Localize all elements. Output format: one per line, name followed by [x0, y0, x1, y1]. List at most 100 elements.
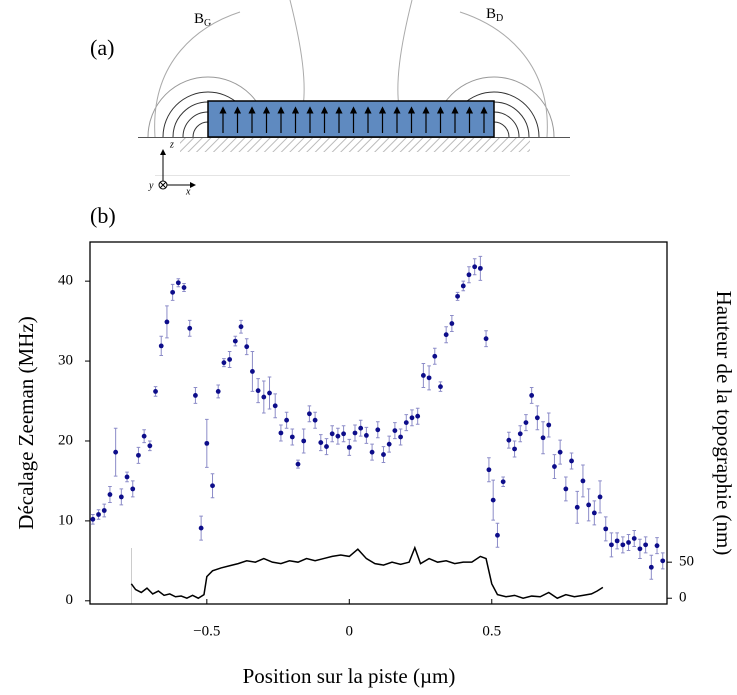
data-point — [324, 444, 329, 449]
y-tick-label: 40 — [58, 273, 73, 289]
data-point — [210, 483, 215, 489]
data-point — [506, 437, 512, 443]
panel-label: (a) — [90, 35, 114, 60]
y-axis-cross — [159, 181, 167, 189]
data-point — [552, 464, 557, 469]
y-tick-label: 20 — [58, 432, 73, 448]
data-point — [118, 494, 124, 500]
data-point — [147, 443, 153, 449]
data-point — [443, 332, 449, 338]
data-point — [107, 492, 113, 497]
data-point — [204, 440, 210, 446]
y2-axis-title: Hauteur de la topographie (nm) — [712, 291, 736, 556]
y-tick-label: 10 — [58, 512, 73, 528]
data-point — [574, 504, 580, 510]
data-point — [113, 449, 119, 455]
data-point — [398, 434, 403, 440]
axis-letter: z — [169, 139, 174, 150]
data-point — [369, 449, 375, 455]
y-tick-label: 30 — [58, 353, 73, 369]
data-point — [221, 360, 227, 366]
data-point — [96, 512, 101, 517]
data-point — [164, 319, 170, 325]
data-point — [455, 293, 460, 299]
data-point — [438, 384, 443, 390]
data-point — [346, 444, 352, 450]
data-point — [181, 285, 187, 290]
x-tick-label: −0.5 — [193, 623, 220, 639]
data-point — [643, 542, 649, 548]
data-point — [490, 497, 496, 503]
data-point — [460, 283, 466, 289]
axis-letter: x — [185, 186, 191, 197]
field-label: BD — [486, 6, 503, 24]
data-point — [244, 344, 250, 350]
subscript: D — [496, 13, 503, 24]
data-point — [272, 403, 278, 409]
data-point — [392, 428, 398, 433]
data-point — [523, 420, 529, 426]
data-point — [238, 324, 244, 330]
y-tick-label: 0 — [66, 592, 74, 608]
data-point — [477, 265, 483, 271]
symbol: B — [194, 11, 204, 27]
data-point — [250, 369, 255, 374]
data-point — [170, 289, 176, 295]
data-point — [517, 431, 523, 437]
data-point — [637, 546, 643, 552]
data-point — [90, 516, 96, 522]
axis-letter: y — [148, 180, 154, 191]
data-point — [198, 525, 204, 531]
data-point — [341, 431, 346, 437]
data-point — [609, 542, 614, 548]
data-point — [403, 420, 409, 426]
data-point — [603, 526, 609, 532]
schematic: (a) BG BD z y x — [90, 0, 570, 197]
data-point — [557, 449, 563, 455]
track — [207, 100, 495, 138]
data-point — [426, 375, 432, 381]
y2-tick-label: 50 — [679, 554, 694, 570]
data-point — [591, 510, 597, 516]
data-point — [329, 431, 335, 437]
data-point — [295, 461, 301, 467]
data-point — [136, 452, 141, 458]
data-point — [563, 486, 569, 492]
data-point — [626, 540, 631, 545]
data-point — [546, 422, 552, 428]
panel-label: (b) — [90, 203, 116, 228]
y-axis-title: Décalage Zeeman (MHz) — [14, 316, 38, 529]
data-point — [278, 430, 284, 436]
substrate — [180, 138, 530, 152]
data-point — [415, 413, 421, 419]
subscript: G — [204, 18, 211, 29]
data-point — [175, 280, 181, 286]
data-point — [232, 338, 238, 344]
symbol: B — [486, 6, 496, 22]
data-point — [187, 325, 193, 331]
data-point — [193, 393, 198, 398]
data-point — [301, 438, 307, 444]
data-point — [420, 373, 426, 378]
data-point — [381, 452, 386, 457]
data-point — [631, 536, 637, 541]
data-point — [101, 508, 107, 513]
data-point — [654, 543, 660, 549]
data-point — [409, 415, 415, 421]
topography-line — [130, 545, 604, 600]
data-point — [261, 394, 267, 400]
data-point — [597, 494, 603, 500]
data-point — [386, 441, 392, 447]
x-tick-label: 0 — [346, 623, 354, 639]
data-point — [432, 353, 438, 359]
data-point — [141, 433, 147, 439]
data-point — [483, 336, 489, 342]
chart: (b) Position sur la piste (µm) Décalage … — [14, 203, 736, 688]
data-point — [289, 434, 295, 440]
data-point — [352, 430, 358, 436]
data-point — [153, 389, 158, 394]
plot-frame — [89, 241, 668, 605]
data-point — [580, 478, 586, 484]
